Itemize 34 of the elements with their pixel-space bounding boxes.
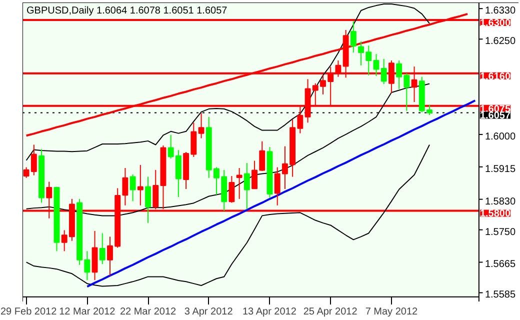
x-tick-label: 29 Feb 2012 (0, 306, 58, 318)
x-tick-label: 12 Mar 2012 (59, 306, 116, 318)
y-tick-label: 1.6000 (484, 131, 516, 142)
x-tick-label: 13 Apr 2012 (242, 306, 297, 318)
candlestick (145, 176, 151, 224)
candlestick (350, 20, 356, 53)
candlestick (228, 176, 235, 204)
y-tick-label: 1.5830 (484, 196, 516, 208)
candlestick (99, 232, 106, 265)
candlestick (236, 168, 242, 200)
x-tick-label: 25 Apr 2012 (303, 306, 358, 318)
candlestick (84, 250, 90, 281)
candlestick (373, 53, 380, 77)
candlestick (137, 164, 144, 206)
line-series (86, 100, 476, 288)
ref-line-label: 1.6300 (480, 18, 511, 30)
y-tick-label: 1.5750 (484, 226, 516, 238)
y-tick-label: 1.5585 (484, 290, 516, 301)
candlestick (244, 162, 250, 210)
candlestick (198, 112, 204, 139)
x-tick-label: 22 Mar 2012 (120, 306, 177, 318)
candlestick (122, 168, 128, 206)
ref-line-label: 1.5800 (480, 208, 511, 220)
y-tick-label: 1.6250 (484, 36, 516, 48)
candlestick (380, 58, 387, 85)
ref-line-label: 1.6160 (480, 71, 511, 82)
y-tick-label: 1.5915 (484, 164, 516, 175)
candlestick (130, 174, 136, 202)
x-tick-label: 7 May 2012 (365, 306, 418, 318)
chart-title: GBPUSD,Daily 1.6064 1.6078 1.6051 1.6057 (26, 6, 228, 16)
x-tick-label: 3 Apr 2012 (184, 306, 234, 318)
y-tick-label: 1.6330 (484, 6, 516, 17)
y-tick-label: 1.5665 (484, 259, 516, 270)
line-series (26, 144, 430, 287)
